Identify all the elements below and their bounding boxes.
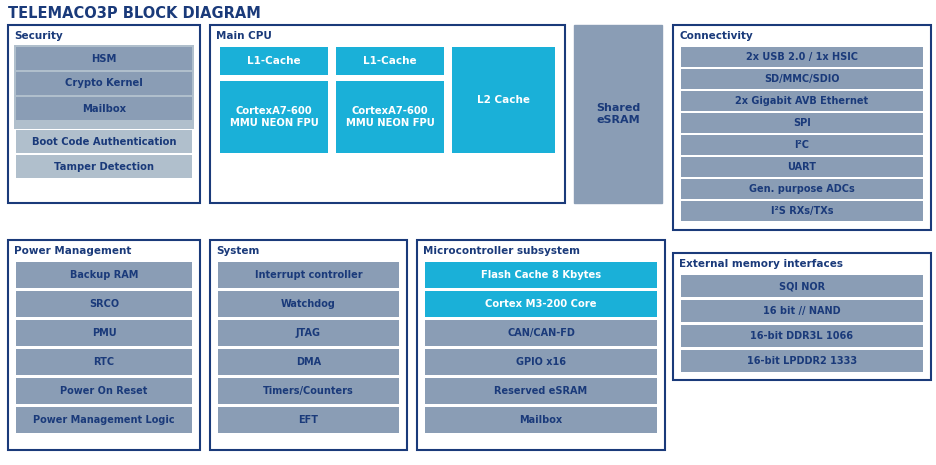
Text: L2 Cache: L2 Cache xyxy=(477,95,530,105)
Bar xyxy=(210,240,407,450)
Text: CortexA7-600
MMU NEON FPU: CortexA7-600 MMU NEON FPU xyxy=(345,106,434,128)
Text: Crypto Kernel: Crypto Kernel xyxy=(66,79,143,88)
Text: Shared
eSRAM: Shared eSRAM xyxy=(596,103,640,125)
Bar xyxy=(681,135,923,155)
Text: Gen. purpose ADCs: Gen. purpose ADCs xyxy=(749,184,855,194)
Bar xyxy=(681,47,923,67)
Bar xyxy=(16,349,192,375)
Bar xyxy=(16,320,192,346)
Bar xyxy=(16,291,192,317)
Bar xyxy=(425,291,657,317)
Text: Connectivity: Connectivity xyxy=(679,31,753,41)
Bar xyxy=(425,320,657,346)
Bar xyxy=(673,253,931,380)
Text: Watchdog: Watchdog xyxy=(281,299,336,309)
Bar xyxy=(425,407,657,433)
Text: Main CPU: Main CPU xyxy=(216,31,271,41)
Text: Timers/Counters: Timers/Counters xyxy=(263,386,354,396)
Text: UART: UART xyxy=(787,162,816,172)
Text: Flash Cache 8 Kbytes: Flash Cache 8 Kbytes xyxy=(481,270,601,280)
Bar xyxy=(16,97,192,120)
Bar xyxy=(417,240,665,450)
Bar xyxy=(336,47,444,75)
Bar xyxy=(425,262,657,288)
Bar xyxy=(220,47,328,75)
Bar xyxy=(681,350,923,372)
Text: SRCO: SRCO xyxy=(89,299,119,309)
Bar xyxy=(336,81,444,153)
Bar xyxy=(14,45,194,129)
Bar xyxy=(218,407,399,433)
Bar xyxy=(16,378,192,404)
Bar xyxy=(681,300,923,322)
Text: 16-bit LPDDR2 1333: 16-bit LPDDR2 1333 xyxy=(747,356,857,366)
Text: PMU: PMU xyxy=(92,328,116,338)
Text: TELEMACO3P BLOCK DIAGRAM: TELEMACO3P BLOCK DIAGRAM xyxy=(8,7,261,21)
Bar xyxy=(210,25,565,203)
Bar xyxy=(681,201,923,221)
Bar xyxy=(8,25,200,203)
Bar xyxy=(16,130,192,153)
Bar xyxy=(681,157,923,177)
Bar xyxy=(425,378,657,404)
Bar xyxy=(218,378,399,404)
Bar xyxy=(218,291,399,317)
Bar xyxy=(681,113,923,133)
Text: Cortex M3-200 Core: Cortex M3-200 Core xyxy=(485,299,597,309)
Text: 2x USB 2.0 / 1x HSIC: 2x USB 2.0 / 1x HSIC xyxy=(746,52,858,62)
Bar xyxy=(681,275,923,297)
Bar xyxy=(681,325,923,347)
Text: Power Management: Power Management xyxy=(14,246,131,256)
Text: HSM: HSM xyxy=(92,53,117,64)
Text: 16-bit DDR3L 1066: 16-bit DDR3L 1066 xyxy=(751,331,854,341)
Text: RTC: RTC xyxy=(94,357,114,367)
Text: GPIO x16: GPIO x16 xyxy=(516,357,566,367)
Bar xyxy=(574,25,662,203)
Bar xyxy=(681,91,923,111)
Text: SD/MMC/SDIO: SD/MMC/SDIO xyxy=(765,74,840,84)
Bar xyxy=(681,179,923,199)
Bar xyxy=(220,81,328,153)
Bar xyxy=(425,349,657,375)
Text: I²S RXs/TXs: I²S RXs/TXs xyxy=(770,206,833,216)
Text: Mailbox: Mailbox xyxy=(82,104,126,113)
Bar xyxy=(218,349,399,375)
Text: Power Management Logic: Power Management Logic xyxy=(33,415,175,425)
Text: External memory interfaces: External memory interfaces xyxy=(679,259,843,269)
Bar xyxy=(681,69,923,89)
Text: Security: Security xyxy=(14,31,63,41)
Text: EFT: EFT xyxy=(299,415,318,425)
Text: SPI: SPI xyxy=(793,118,811,128)
Bar xyxy=(16,407,192,433)
Text: System: System xyxy=(216,246,259,256)
Text: Mailbox: Mailbox xyxy=(519,415,563,425)
Text: Tamper Detection: Tamper Detection xyxy=(54,161,154,172)
Text: JTAG: JTAG xyxy=(296,328,321,338)
Bar xyxy=(16,262,192,288)
Text: Reserved eSRAM: Reserved eSRAM xyxy=(494,386,588,396)
Text: DMA: DMA xyxy=(296,357,321,367)
Text: Microcontroller subsystem: Microcontroller subsystem xyxy=(423,246,580,256)
Text: CAN/CAN-FD: CAN/CAN-FD xyxy=(507,328,575,338)
Text: L1-Cache: L1-Cache xyxy=(363,56,417,66)
Text: 16 bit // NAND: 16 bit // NAND xyxy=(763,306,841,316)
Bar xyxy=(16,72,192,95)
Text: I²C: I²C xyxy=(795,140,810,150)
Text: 2x Gigabit AVB Ethernet: 2x Gigabit AVB Ethernet xyxy=(736,96,869,106)
Bar xyxy=(673,25,931,230)
Text: CortexA7-600
MMU NEON FPU: CortexA7-600 MMU NEON FPU xyxy=(229,106,318,128)
Bar xyxy=(16,155,192,178)
Bar xyxy=(8,240,200,450)
Bar xyxy=(452,47,555,153)
Bar xyxy=(218,262,399,288)
Text: Boot Code Authentication: Boot Code Authentication xyxy=(32,137,176,146)
Text: Power On Reset: Power On Reset xyxy=(60,386,148,396)
Bar xyxy=(16,47,192,70)
Text: SQI NOR: SQI NOR xyxy=(779,281,825,291)
Text: Interrupt controller: Interrupt controller xyxy=(255,270,362,280)
Text: Backup RAM: Backup RAM xyxy=(70,270,139,280)
Text: L1-Cache: L1-Cache xyxy=(247,56,300,66)
Bar xyxy=(218,320,399,346)
